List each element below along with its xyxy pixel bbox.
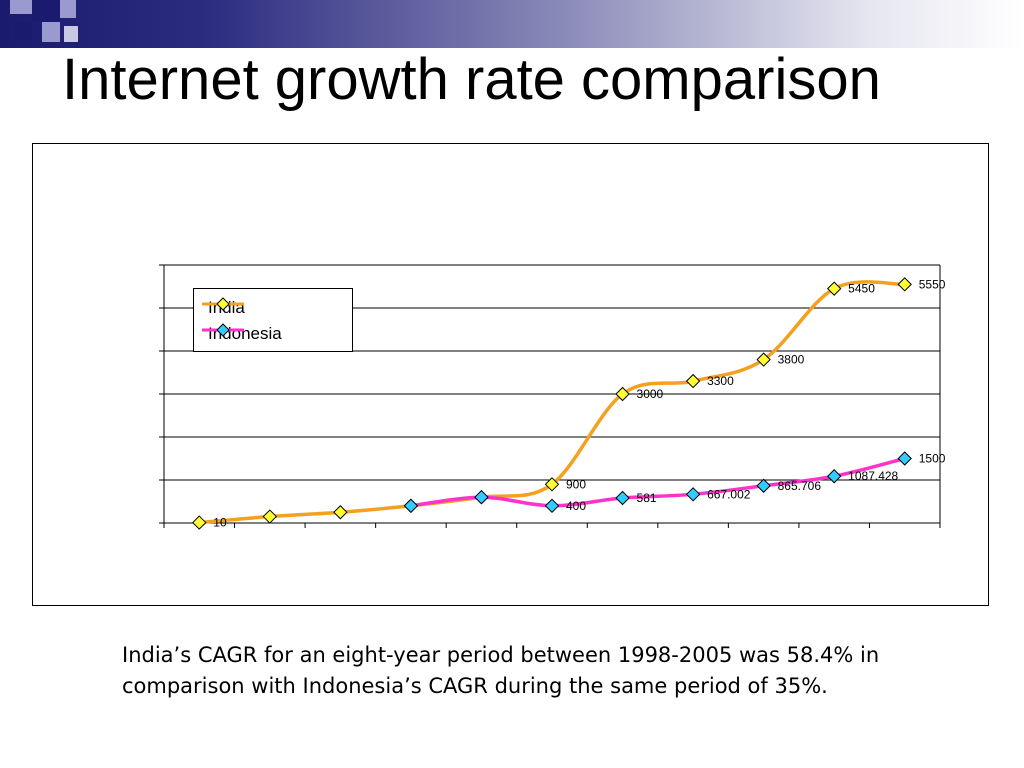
data-label-indonesia: 667.002 [707,487,751,501]
data-label-india: 3800 [778,353,805,367]
data-point-indonesia [685,487,701,502]
data-label-indonesia: 1087.428 [848,469,898,483]
data-point-indonesia [474,489,489,505]
data-point-india [192,515,207,530]
data-label-india: 5450 [848,282,875,296]
data-point-india [262,509,278,524]
data-point-india [756,352,771,367]
chart-legend: India Indonesia [193,288,353,352]
decor-square-light [64,26,78,42]
data-point-indonesia [615,490,630,506]
top-gradient-bar [0,0,1024,48]
slide-caption: India’s CAGR for an eight-year period be… [122,643,880,698]
decor-square-light [60,0,76,18]
data-label-india: 5550 [919,277,946,291]
legend-item-india: India [202,296,245,320]
decor-square-light [42,22,60,42]
chart-frame: 10 900 3000 3300 3800 5450 5550 400 581 667.002 86… [32,143,989,606]
series-line-india [199,280,905,525]
decor-square-dark [14,22,32,40]
data-point-india [333,505,348,520]
data-point-indonesia [897,451,912,466]
data-label-india: 3000 [637,387,664,401]
data-label-indonesia: 1500 [919,452,946,466]
slide-title: Internet growth rate comparison [62,47,881,112]
data-point-india [544,477,560,492]
data-point-indonesia [403,498,419,514]
legend-swatch-indonesia-icon [202,323,244,337]
data-label-india: 3300 [707,374,734,388]
decor-square-light [10,0,32,14]
data-label-indonesia: 581 [637,491,657,505]
data-label-india: 10 [213,516,227,530]
data-point-india [826,281,842,296]
data-label-india: 900 [566,477,586,491]
data-label-indonesia: 400 [566,499,586,513]
data-point-india [685,373,701,389]
legend-item-indonesia: Indonesia [202,322,282,346]
data-point-india [897,277,912,292]
data-point-indonesia [756,478,771,493]
data-point-indonesia [544,498,560,514]
data-label-indonesia: 865.706 [778,479,822,493]
line-chart: 10 900 3000 3300 3800 5450 5550 400 581 667.002 86… [159,264,946,530]
decor-square-dark [32,0,60,22]
data-point-indonesia [826,469,842,484]
data-point-india [615,386,630,402]
legend-swatch-india-icon [202,297,244,311]
